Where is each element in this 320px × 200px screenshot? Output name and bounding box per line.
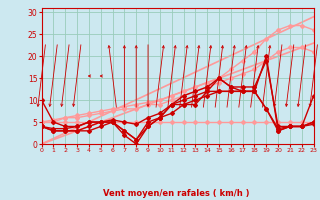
- Text: Vent moyen/en rafales ( km/h ): Vent moyen/en rafales ( km/h ): [103, 189, 249, 198]
